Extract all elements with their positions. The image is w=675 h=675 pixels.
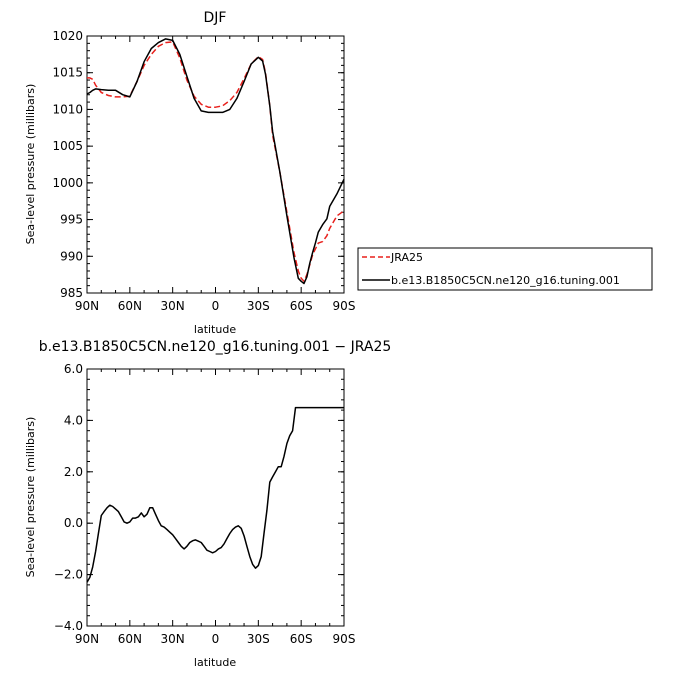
top-series-lines bbox=[86, 38, 345, 285]
legend-box bbox=[357, 247, 653, 291]
top-axis-ticks: 90N 60N 30N 0 30S 60S 90S 985 990 995 1000 1005 1010… bbox=[52, 29, 355, 313]
bottom-axis-ticks: 90N 60N 30N 0 30S 60S 90S −4.0 −2.0 0.0 2.0 4.0 6.0 bbox=[54, 362, 356, 646]
y-tick-label: 995 bbox=[60, 213, 83, 227]
y-tick-label: 1010 bbox=[52, 102, 83, 116]
top-plot-frame bbox=[86, 35, 345, 294]
bottom-y-axis-label: Sea-level pressure (millibars) bbox=[24, 417, 37, 578]
y-tick-label: 4.0 bbox=[64, 413, 83, 427]
bottom-plot-title: b.e13.B1850C5CN.ne120_g16.tuning.001 − J… bbox=[39, 339, 392, 355]
legend-label-model: b.e13.B1850C5CN.ne120_g16.tuning.001 bbox=[391, 274, 620, 287]
series-line-0-0 bbox=[87, 41, 345, 283]
x-tick-label: 30S bbox=[247, 632, 270, 646]
y-tick-label: 0.0 bbox=[64, 516, 83, 530]
y-tick-label: 990 bbox=[60, 249, 83, 263]
y-tick-label: 985 bbox=[60, 286, 83, 300]
top-y-axis-label: Sea-level pressure (millibars) bbox=[24, 84, 37, 245]
x-tick-label: 90N bbox=[75, 632, 99, 646]
top-plot-title: DJF bbox=[204, 10, 227, 26]
x-tick-label: 60S bbox=[290, 299, 313, 313]
x-tick-label: 90S bbox=[333, 299, 356, 313]
y-tick-label: 2.0 bbox=[64, 465, 83, 479]
x-tick-label: 60S bbox=[290, 632, 313, 646]
y-tick-label: 1015 bbox=[52, 66, 83, 80]
x-tick-label: 30N bbox=[161, 632, 185, 646]
x-tick-label: 30S bbox=[247, 299, 270, 313]
legend: JRA25 b.e13.B1850C5CN.ne120_g16.tuning.0… bbox=[357, 247, 653, 291]
y-tick-label: −2.0 bbox=[54, 568, 83, 582]
y-tick-label: 1020 bbox=[52, 29, 83, 43]
x-tick-label: 90N bbox=[75, 299, 99, 313]
panel-bottom-difference: b.e13.B1850C5CN.ne120_g16.tuning.001 − J… bbox=[24, 339, 391, 669]
x-tick-label: 90S bbox=[333, 632, 356, 646]
legend-label-jra25: JRA25 bbox=[390, 251, 423, 264]
x-tick-label: 0 bbox=[212, 299, 220, 313]
y-tick-label: −4.0 bbox=[54, 619, 83, 633]
x-tick-label: 60N bbox=[118, 632, 142, 646]
bottom-x-axis-label: latitude bbox=[194, 656, 236, 669]
x-tick-label: 30N bbox=[161, 299, 185, 313]
y-tick-label: 1005 bbox=[52, 139, 83, 153]
top-x-axis-label: latitude bbox=[194, 323, 236, 336]
series-line-1-0 bbox=[86, 406, 344, 583]
y-tick-label: 1000 bbox=[52, 176, 83, 190]
series-line-0-1 bbox=[86, 38, 345, 285]
y-tick-label: 6.0 bbox=[64, 362, 83, 376]
x-tick-label: 60N bbox=[118, 299, 142, 313]
x-tick-label: 0 bbox=[212, 632, 220, 646]
panel-top-climatology: DJF 90N 60N 30N 0 30S 60S 90S 985 990 995 1000 1005… bbox=[24, 10, 653, 336]
bottom-series-lines bbox=[86, 406, 344, 583]
